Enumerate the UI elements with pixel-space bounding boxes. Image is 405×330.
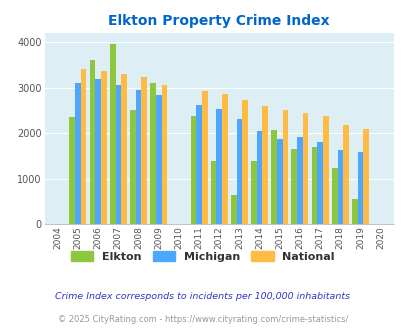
Bar xyxy=(311,147,317,224)
Bar xyxy=(302,113,308,224)
Text: Crime Index corresponds to incidents per 100,000 inhabitants: Crime Index corresponds to incidents per… xyxy=(55,292,350,301)
Bar xyxy=(141,77,147,224)
Bar xyxy=(357,152,362,224)
Bar xyxy=(282,110,288,224)
Bar xyxy=(331,168,337,224)
Bar xyxy=(296,137,302,224)
Bar xyxy=(276,139,282,224)
Bar xyxy=(190,116,196,224)
Bar xyxy=(110,45,115,224)
Text: © 2025 CityRating.com - https://www.cityrating.com/crime-statistics/: © 2025 CityRating.com - https://www.city… xyxy=(58,315,347,324)
Bar xyxy=(222,94,227,224)
Bar xyxy=(236,119,242,224)
Bar xyxy=(210,161,216,224)
Bar xyxy=(322,116,328,224)
Bar xyxy=(362,129,368,224)
Bar xyxy=(115,85,121,224)
Title: Elkton Property Crime Index: Elkton Property Crime Index xyxy=(108,14,329,28)
Bar xyxy=(75,83,81,224)
Bar xyxy=(90,60,95,224)
Bar xyxy=(81,69,86,224)
Bar xyxy=(351,199,357,224)
Bar xyxy=(291,149,296,224)
Bar xyxy=(317,142,322,224)
Bar xyxy=(271,130,276,224)
Bar xyxy=(256,131,262,224)
Bar xyxy=(95,79,101,224)
Bar xyxy=(216,109,222,224)
Bar xyxy=(101,71,107,224)
Bar xyxy=(251,161,256,224)
Bar xyxy=(156,95,161,224)
Bar xyxy=(242,100,247,224)
Bar xyxy=(121,74,126,224)
Bar xyxy=(135,90,141,224)
Bar xyxy=(262,106,267,224)
Bar xyxy=(130,110,135,224)
Bar xyxy=(69,117,75,224)
Bar xyxy=(230,195,236,224)
Bar xyxy=(337,150,342,224)
Bar xyxy=(196,105,201,224)
Bar xyxy=(150,83,156,224)
Bar xyxy=(161,85,167,224)
Legend: Elkton, Michigan, National: Elkton, Michigan, National xyxy=(66,247,339,267)
Bar xyxy=(342,125,348,224)
Bar xyxy=(201,91,207,224)
